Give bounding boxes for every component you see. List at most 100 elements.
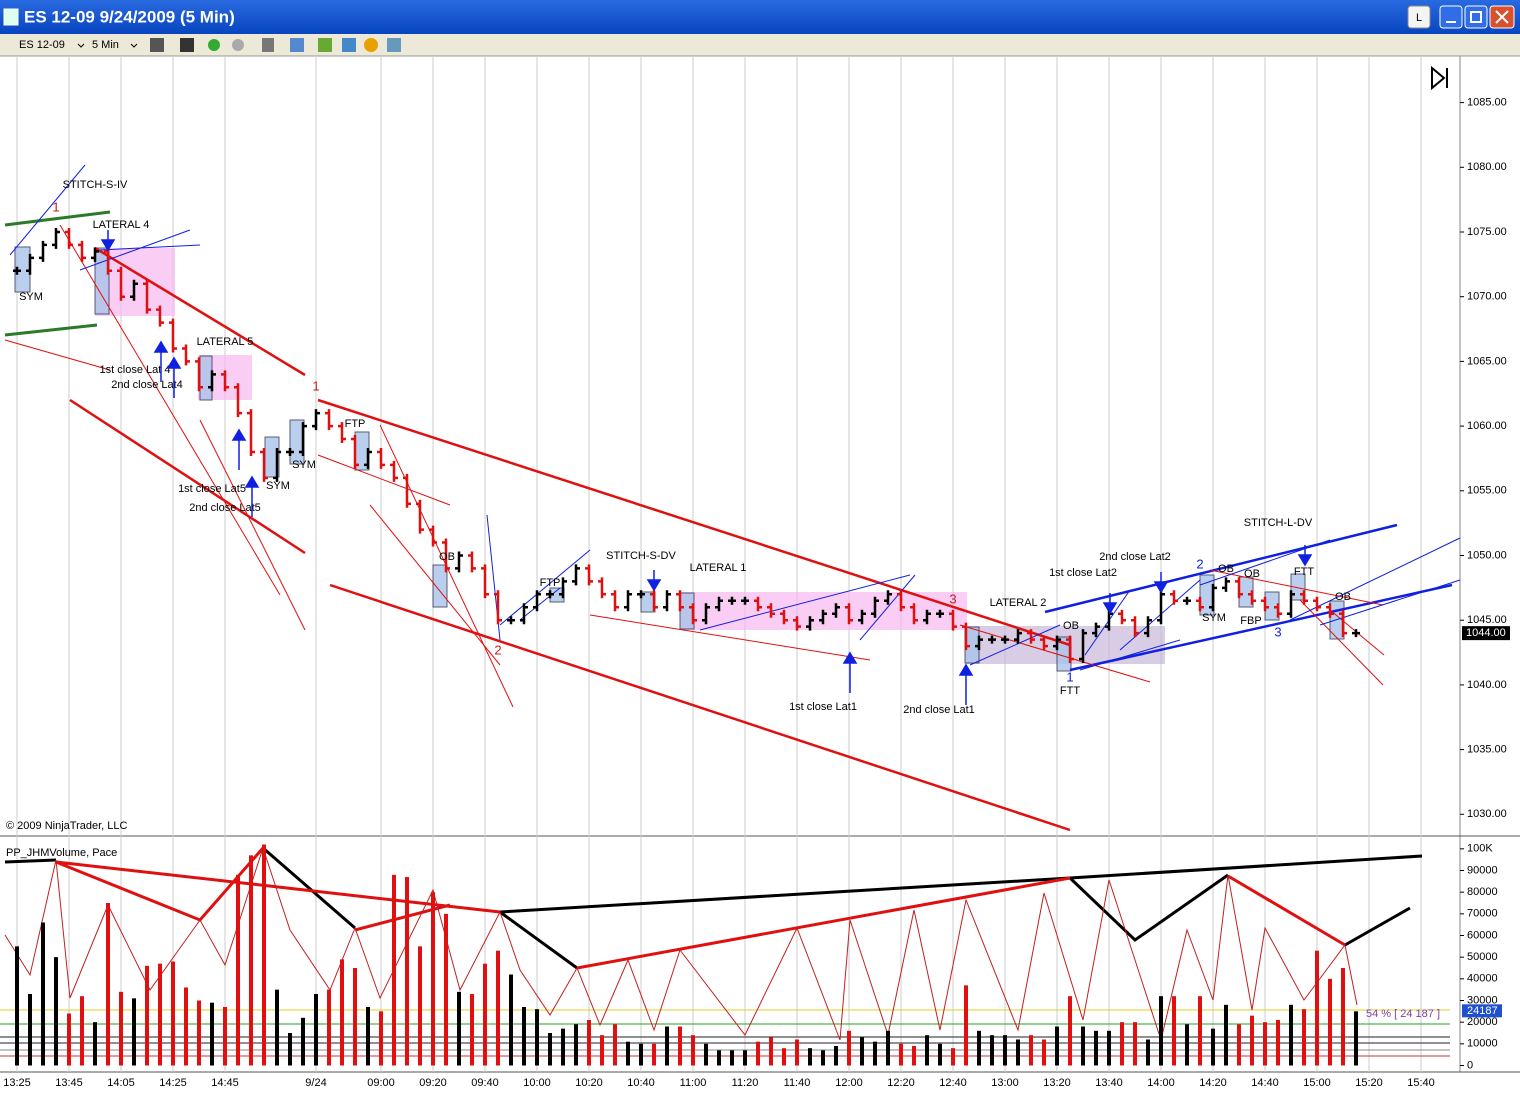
trendlines [4,164,1461,832]
bar-type-icon[interactable] [150,38,164,52]
price-bar [1157,590,1165,625]
volume-bar [93,1022,97,1066]
volume-bar [886,1030,890,1066]
draw-icon[interactable] [180,38,194,52]
volume-bar [275,989,279,1066]
price-bar [1053,635,1061,651]
price-bar [1339,609,1347,638]
price-bar [1014,629,1022,644]
price-bar [208,370,216,392]
price-bar [1248,590,1256,605]
app-icon [3,8,19,26]
volume-bar [873,1041,877,1066]
volume-bar [353,968,357,1066]
cursor-icon[interactable] [262,38,274,52]
x-tick-label: 12:40 [939,1077,967,1089]
signal-arrow [1297,545,1313,567]
y-tick-label: 1050.00 [1467,549,1507,561]
annotation: 3 [949,591,956,606]
button-l[interactable] [1407,5,1431,29]
data-box-icon[interactable] [364,38,378,52]
price-bar [520,603,528,625]
price-bar [858,609,866,625]
volume-bar [158,963,162,1066]
x-tick-label: 14:45 [211,1077,239,1089]
volume-bar [431,892,435,1066]
price-bar [923,609,931,625]
y-tick-label: 1030.00 [1467,808,1507,820]
pace-line [4,846,1358,1042]
zoom-in-icon[interactable] [208,39,220,51]
volume-bar [964,985,968,1066]
price-bar [26,253,34,275]
price-bar [910,603,918,625]
indicator-icon[interactable] [342,38,356,52]
price-bar [130,279,138,301]
volume-bar [1107,1030,1111,1066]
price-bar [676,590,684,612]
x-tick-label: 12:00 [835,1077,863,1089]
y-tick-label: 100K [1467,843,1493,855]
price-bar [338,422,346,444]
price-bar [104,247,112,275]
price-bar [260,447,268,482]
last-price-label: 1044.00 [1466,627,1506,639]
price-bar [572,564,580,586]
price-bar [416,499,424,534]
price-bar [806,616,814,631]
price-bar [1027,629,1035,644]
window-title: ES 12-09 9/24/2009 (5 Min) [24,7,235,26]
maximize-button[interactable] [1464,5,1488,29]
instrument-selector[interactable]: ES 12-09 [19,39,65,51]
volume-bar [821,1050,825,1066]
price-bar [247,409,255,456]
volume-bar [405,877,409,1066]
volume-bar [1354,1011,1358,1066]
annotation: OB [1335,591,1351,603]
x-tick-label: 14:00 [1147,1077,1175,1089]
scroll-end-button[interactable] [1431,65,1448,91]
volume-bar [860,1037,864,1066]
volume-bar [951,1048,955,1066]
y-tick-label: 10000 [1467,1038,1498,1050]
volume-bar [379,1011,383,1066]
annotation: OB [439,551,455,563]
price-bar [949,609,957,631]
annotation: 1st close Lat5 [178,483,246,495]
annotation: 2nd close Lat1 [903,704,975,716]
volume-bar [626,1041,630,1066]
annotation: 2 [494,642,501,657]
x-tick-label: 09:40 [471,1077,499,1089]
x-tick-label: 10:40 [627,1077,655,1089]
price-bar [1300,590,1308,605]
price-bar [143,279,151,314]
volume-bar [574,1024,578,1066]
window-icon[interactable] [387,38,401,52]
strategy-icon[interactable] [318,38,332,52]
annotation: 1st close Lat2 [1049,567,1117,579]
volume-bar [54,957,58,1066]
volume-bar [717,1050,721,1066]
zoom-out-icon[interactable] [232,39,244,51]
interval-selector[interactable]: 5 Min [92,39,119,51]
price-bar [871,596,879,618]
annotation: 2nd close Lat4 [111,379,183,391]
minimize-button[interactable] [1439,5,1463,29]
price-bar [650,590,658,612]
volume-bar [808,1048,812,1066]
y-tick-label: 60000 [1467,929,1498,941]
volume-bar [925,1035,929,1066]
annotation: 3 [1274,624,1281,639]
properties-icon[interactable] [290,38,304,52]
volume-bar [171,961,175,1066]
price-bar [1092,622,1100,638]
y-tick-label: 1070.00 [1467,291,1507,303]
signal-arrow [842,651,858,693]
volume-bar [15,946,19,1066]
price-bar [351,435,359,469]
price-bar [715,596,723,612]
x-tick-label: 14:25 [159,1077,187,1089]
price-bar [559,577,567,599]
y-tick-label: 1040.00 [1467,679,1507,691]
